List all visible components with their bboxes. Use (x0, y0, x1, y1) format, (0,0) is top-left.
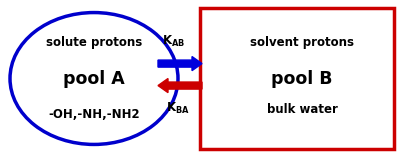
FancyArrow shape (158, 57, 202, 71)
Text: pool A: pool A (63, 70, 125, 87)
Text: K$_{\mathregular{BA}}$: K$_{\mathregular{BA}}$ (166, 101, 190, 116)
Text: pool B: pool B (271, 70, 333, 87)
Text: solvent protons: solvent protons (250, 36, 354, 49)
Bar (200, 8, 394, 149)
FancyArrow shape (158, 78, 202, 93)
Text: bulk water: bulk water (266, 103, 338, 116)
Text: solute protons: solute protons (46, 36, 142, 49)
Text: K$_{\mathregular{AB}}$: K$_{\mathregular{AB}}$ (162, 34, 186, 49)
Text: -OH,-NH,-NH2: -OH,-NH,-NH2 (48, 108, 140, 121)
